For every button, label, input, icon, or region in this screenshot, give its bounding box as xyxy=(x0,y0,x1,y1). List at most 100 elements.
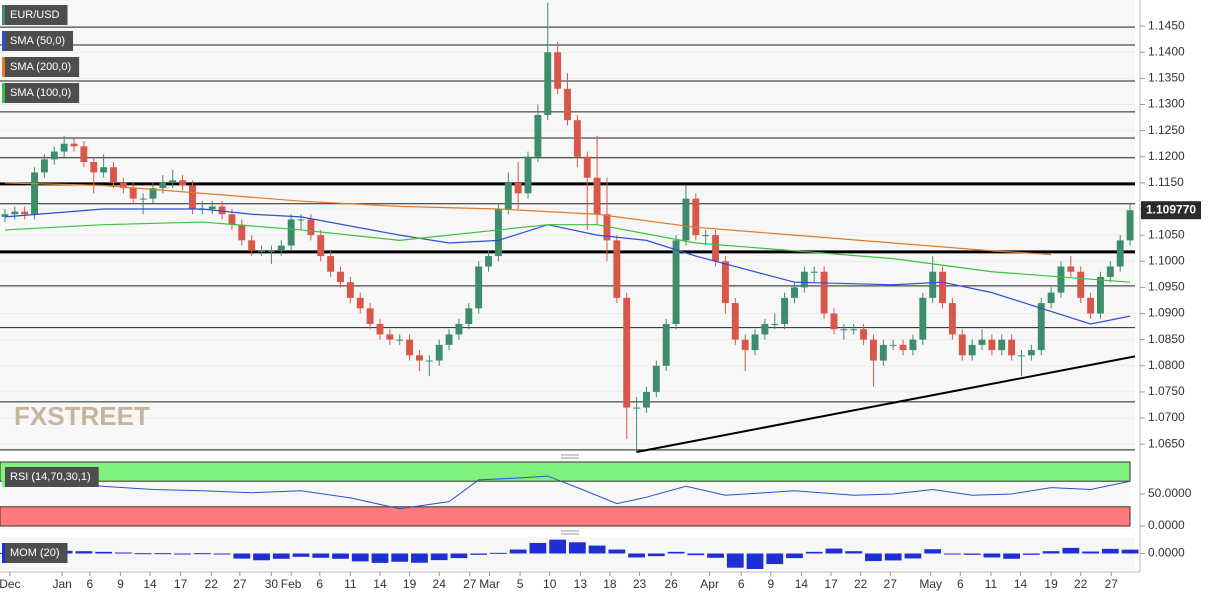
candle-body xyxy=(366,308,374,324)
price-panel xyxy=(0,0,1135,452)
candle-body xyxy=(248,240,256,251)
mom-bar xyxy=(1062,547,1080,554)
y-tick-label: 1.1250 xyxy=(1148,123,1185,137)
mom-bar xyxy=(134,553,152,555)
candle-body xyxy=(613,240,621,298)
candle-body xyxy=(1047,292,1055,304)
logo: FXSTREET xyxy=(14,401,150,431)
x-tick-label: 26 xyxy=(664,577,678,591)
candle-body xyxy=(31,172,38,215)
mom-bar xyxy=(944,553,961,555)
candle-body xyxy=(21,211,29,215)
mom-bar xyxy=(647,553,665,557)
mom-bar xyxy=(707,553,724,558)
candle-body xyxy=(465,308,473,324)
candle-body xyxy=(1037,303,1045,351)
candle-body xyxy=(1008,339,1016,356)
candle-body xyxy=(662,323,670,366)
mom-bar xyxy=(786,553,803,559)
x-tick-label: 22 xyxy=(1074,577,1088,591)
x-tick-label: 27 xyxy=(884,577,898,591)
candle-body xyxy=(258,250,265,252)
candle-body xyxy=(899,344,907,351)
candle-body xyxy=(534,114,542,157)
candle-body xyxy=(830,313,838,330)
mom-bar xyxy=(95,551,113,554)
y-tick-label: 1.0700 xyxy=(1148,410,1185,424)
y-tick-label: 1.1350 xyxy=(1148,71,1185,85)
candle-body xyxy=(189,185,196,210)
y-tick-label: 1.0650 xyxy=(1148,436,1185,450)
candle-body xyxy=(169,180,177,183)
candle-body xyxy=(1116,240,1124,267)
candle-body xyxy=(948,303,956,335)
candle-body xyxy=(623,297,631,408)
mom-bar xyxy=(332,553,349,559)
candle-body xyxy=(1106,266,1114,277)
candle-body xyxy=(228,214,236,225)
mom-bar xyxy=(667,551,685,554)
x-tick-label: 5 xyxy=(517,577,524,591)
candle-body xyxy=(218,206,226,215)
mom-bar xyxy=(371,553,389,563)
x-tick-label: Mar xyxy=(479,577,500,591)
x-tick-label: 6 xyxy=(957,577,964,591)
y-tick-label: 1.0850 xyxy=(1148,332,1185,346)
mom-bar xyxy=(509,549,527,554)
candle-body xyxy=(110,167,117,183)
candle-body xyxy=(504,182,512,210)
candle-body xyxy=(70,143,78,147)
legend-swatch xyxy=(2,5,5,25)
mom-bar xyxy=(1082,551,1099,554)
candle-body xyxy=(870,339,877,361)
candle-body xyxy=(643,391,650,408)
x-tick-label: 6 xyxy=(316,577,323,591)
sma-line xyxy=(4,221,1131,283)
x-tick-label: 19 xyxy=(1044,577,1058,591)
x-tick-label: 13 xyxy=(574,577,588,591)
candle-body xyxy=(119,182,127,189)
candle-body xyxy=(810,271,818,273)
rsi-line xyxy=(4,475,1131,510)
candle-body xyxy=(593,177,601,215)
legend-label: MOM (20) xyxy=(10,547,60,559)
legend-box xyxy=(2,57,80,77)
mom-bar xyxy=(608,549,626,554)
x-tick-label: 23 xyxy=(633,577,647,591)
candle-body xyxy=(129,188,137,199)
candle-body xyxy=(238,224,246,241)
candle-body xyxy=(376,323,384,335)
x-tick-label: 22 xyxy=(205,577,219,591)
x-tick-label: Jan xyxy=(52,577,71,591)
y-tick-label: 1.1300 xyxy=(1148,97,1185,111)
y-tick-label: 1.1400 xyxy=(1148,44,1185,58)
lower-band xyxy=(0,506,1131,527)
candle-body xyxy=(958,334,966,356)
candle-body xyxy=(603,214,611,241)
candle-body xyxy=(554,52,562,89)
candle-body xyxy=(633,407,641,409)
candle-body xyxy=(840,329,848,331)
candle-body xyxy=(139,198,147,200)
x-tick-label: Dec xyxy=(0,577,21,591)
y-tick-label: 1.0950 xyxy=(1148,280,1185,294)
mom-bar xyxy=(588,545,606,554)
candle-body xyxy=(1126,210,1134,241)
mom-bar xyxy=(450,553,468,559)
candle-body xyxy=(564,88,571,121)
y-tick-label: 1.0900 xyxy=(1148,306,1185,320)
mom-bar xyxy=(726,553,744,568)
mom-bar xyxy=(193,553,211,555)
mom-bar xyxy=(391,553,409,562)
candle-body xyxy=(1027,350,1035,356)
mom-bar xyxy=(865,553,882,562)
candle-body xyxy=(850,329,858,331)
x-tick-label: 19 xyxy=(403,577,417,591)
y-tick-label: 1.1450 xyxy=(1148,18,1185,32)
mom-bar xyxy=(233,553,251,559)
candle-body xyxy=(672,240,680,324)
x-tick-label: 27 xyxy=(1105,577,1119,591)
candle-body xyxy=(514,182,522,194)
candle-body xyxy=(771,323,779,325)
